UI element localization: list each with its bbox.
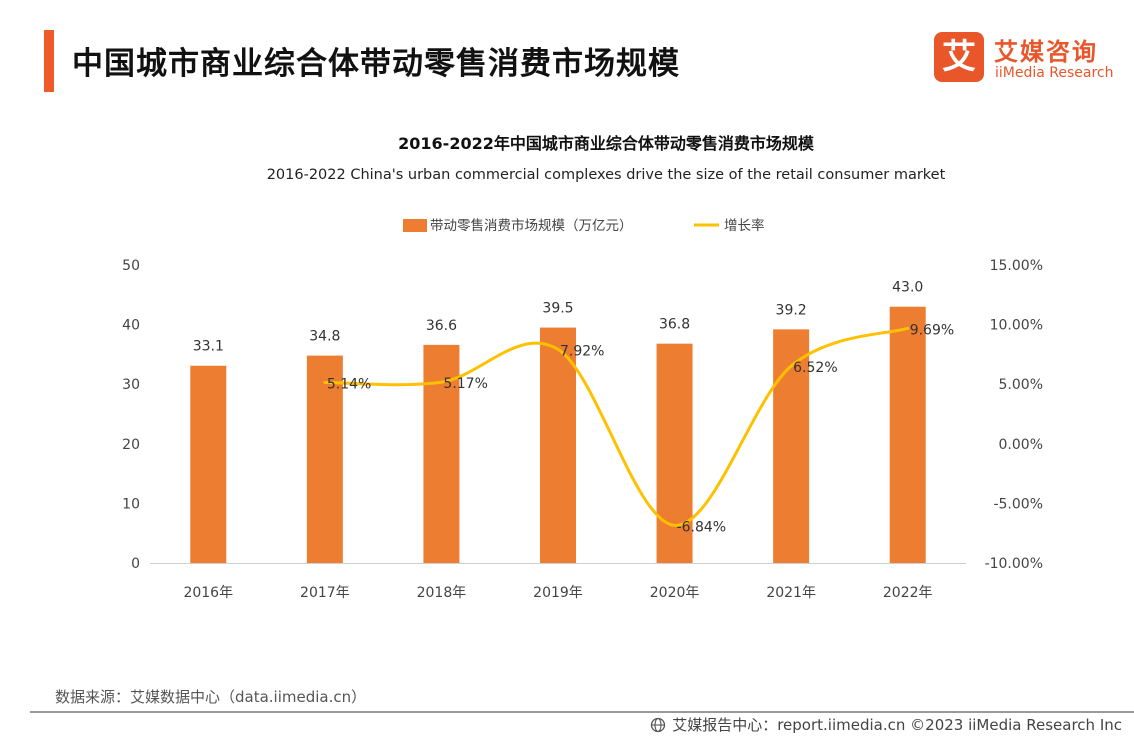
y-left-tick-label: 0 [131, 556, 140, 572]
bar-value-label: 36.8 [659, 317, 690, 333]
bar-value-label: 39.2 [776, 302, 807, 318]
y-right-tick-label: 5.00% [999, 377, 1043, 393]
y-left-tick-label: 30 [122, 377, 140, 393]
logo-cn-text: 艾媒咨询 [994, 38, 1098, 66]
growth-rate-label: 7.92% [560, 343, 604, 359]
x-tick-label: 2021年 [766, 585, 816, 601]
x-tick-label: 2022年 [883, 585, 933, 601]
y-left-tick-label: 10 [122, 496, 140, 512]
logo-mark: 艾 [934, 32, 984, 82]
bar-value-label: 33.1 [193, 339, 224, 355]
x-tick-label: 2019年 [533, 585, 583, 601]
bar [889, 306, 926, 563]
footer-report-text: 艾媒报告中心：report.iimedia.cn ©2023 iiMedia R… [672, 716, 1122, 734]
y-left-tick-label: 40 [122, 318, 140, 334]
chart-title: 2016-2022年中国城市商业综合体带动零售消费市场规模 [398, 134, 815, 153]
x-tick-label: 2020年 [650, 585, 700, 601]
bar-value-label: 43.0 [892, 280, 923, 296]
legend-label-bar: 带动零售消费市场规模（万亿元） [430, 217, 633, 234]
y-left-tick-label: 50 [122, 258, 140, 274]
growth-rate-label: -6.84% [677, 519, 727, 535]
x-tick-label: 2018年 [417, 585, 467, 601]
y-right-tick-label: 15.00% [990, 258, 1043, 274]
y-left-tick-label: 20 [122, 437, 140, 453]
bar [773, 329, 810, 563]
footer-divider [30, 711, 1134, 713]
data-source-text: 数据来源：艾媒数据中心（data.iimedia.cn） [55, 688, 367, 706]
y-right-tick-label: 10.00% [990, 318, 1043, 334]
iimedia-logo: 艾 艾媒咨询 iiMedia Research [934, 32, 1124, 88]
growth-rate-label: 5.14% [327, 377, 371, 393]
legend-swatch-bar [403, 219, 427, 232]
bar-value-label: 39.5 [542, 301, 573, 317]
bar [190, 365, 227, 563]
growth-rate-label: 6.52% [793, 360, 837, 376]
logo-en-text: iiMedia Research [995, 65, 1114, 81]
x-tick-label: 2016年 [183, 585, 233, 601]
title-accent-bar [44, 30, 54, 92]
y-right-tick-label: -10.00% [985, 556, 1043, 572]
page-title: 中国城市商业综合体带动零售消费市场规模 [72, 46, 680, 82]
growth-rate-label: 5.17% [443, 376, 487, 392]
globe-icon [651, 717, 666, 732]
growth-rate-line [323, 326, 910, 527]
bar [306, 355, 343, 563]
y-right-tick-label: -5.00% [993, 496, 1043, 512]
growth-rate-label: 9.69% [910, 322, 954, 338]
bar-value-label: 34.8 [309, 329, 340, 345]
bar-value-label: 36.6 [426, 318, 457, 334]
x-tick-label: 2017年 [300, 585, 350, 601]
legend-label-line: 增长率 [724, 217, 765, 234]
y-right-tick-label: 0.00% [999, 437, 1043, 453]
bar [540, 327, 576, 563]
footer: 艾媒报告中心：report.iimedia.cn ©2023 iiMedia R… [650, 714, 1122, 735]
chart-subtitle: 2016-2022 China's urban commercial compl… [267, 167, 946, 183]
